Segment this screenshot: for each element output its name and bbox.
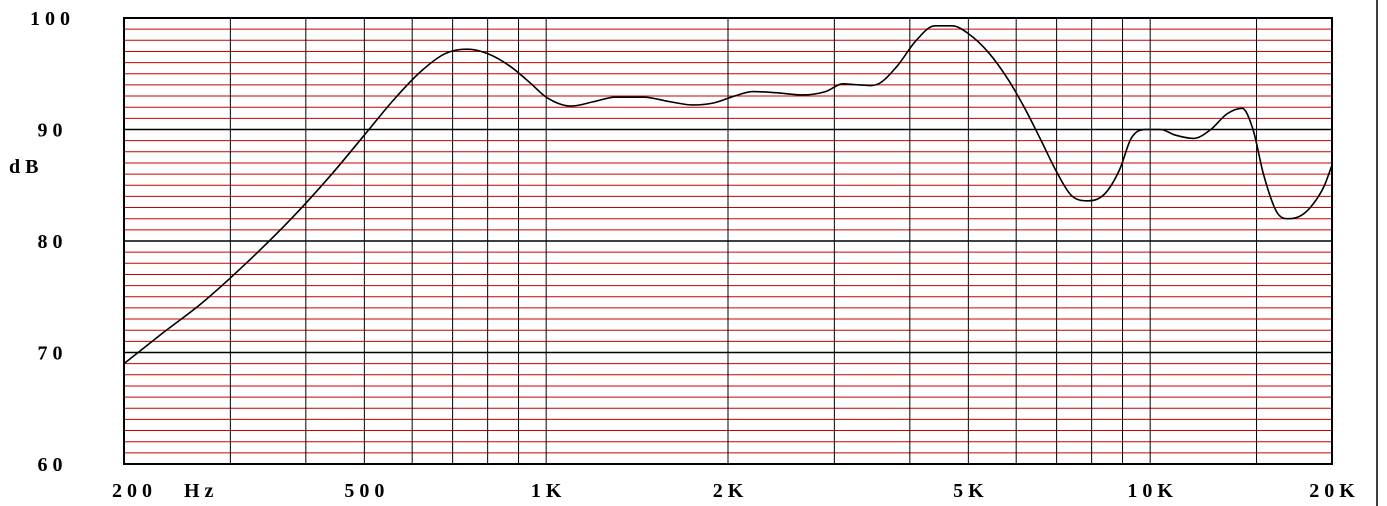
- y-axis-tick-labels: 1 0 0 9 0 8 0 7 0 6 0: [30, 8, 70, 476]
- x-tick-label: 1 K: [531, 480, 562, 502]
- x-tick-label: 2 K: [713, 480, 744, 502]
- frequency-gridlines: [229, 18, 1258, 464]
- x-tick-label: 5 K: [953, 480, 984, 502]
- x-tick-label: 2 0 0: [112, 480, 152, 502]
- response-curve: [123, 25, 1333, 365]
- x-axis-unit-label: H z: [184, 480, 214, 502]
- x-tick-label: 1 0 K: [1127, 480, 1173, 502]
- y-axis-unit-label: d B: [9, 156, 38, 178]
- y-tick-label: 8 0: [38, 231, 63, 253]
- y-tick-label: 6 0: [38, 454, 63, 476]
- x-tick-label: 5 0 0: [344, 480, 384, 502]
- y-tick-label: 1 0 0: [30, 8, 70, 30]
- y-tick-label: 7 0: [38, 343, 63, 365]
- plot-frame: [123, 17, 1333, 465]
- x-axis-tick-labels: 2 0 0 5 0 0 1 K 2 K 5 K 1 0 K 2 0 K: [112, 480, 1355, 502]
- y-tick-label: 9 0: [38, 120, 63, 142]
- x-tick-label: 2 0 K: [1309, 480, 1355, 502]
